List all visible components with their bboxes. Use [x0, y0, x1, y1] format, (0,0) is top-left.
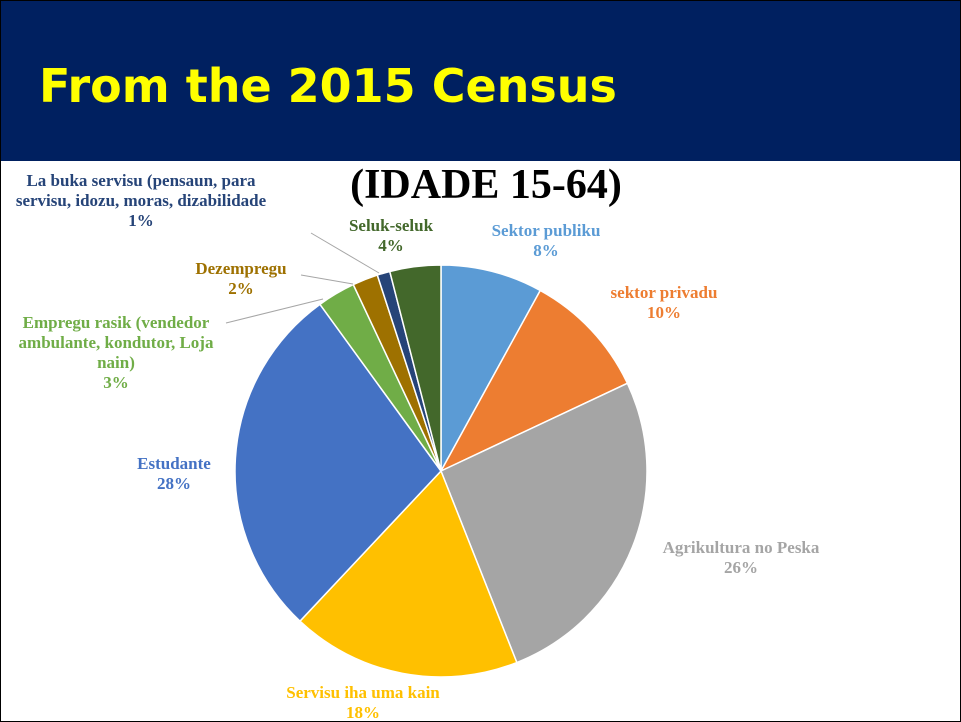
slice-name: Seluk-seluk — [348, 216, 434, 235]
slice-name: La buka servisu (pensaun, para servisu, … — [15, 171, 267, 210]
leader-line — [310, 232, 380, 274]
slice-label: Seluk-seluk 4% — [331, 216, 451, 256]
slice-label: Sektor publiku 8% — [466, 221, 626, 261]
pie-slice — [388, 264, 442, 472]
slice-name: Dezempregu — [195, 259, 287, 278]
slice-name: Agrikultura no Peska — [662, 538, 820, 557]
pie-slice — [234, 303, 442, 623]
slice-value: 26% — [724, 558, 758, 577]
slice-name: Sektor publiku — [491, 221, 601, 240]
leader-line — [300, 274, 354, 285]
slice-name: Servisu iha uma kain — [286, 683, 440, 702]
slice-value: 3% — [103, 373, 129, 392]
slice-value: 1% — [128, 211, 154, 230]
pie-slice — [440, 382, 648, 664]
chart-title: (IDADE 15-64) — [350, 162, 622, 208]
slice-label: Empregu rasik (vendedor ambulante, kondu… — [1, 313, 232, 393]
slice-value: 8% — [533, 241, 559, 260]
slice-value: 2% — [228, 279, 254, 298]
leader-line — [225, 298, 324, 324]
slice-value: 10% — [647, 303, 681, 322]
pie-slice — [439, 289, 629, 473]
slice-value: 28% — [157, 474, 191, 493]
slice-name: Empregu rasik (vendedor ambulante, kondu… — [18, 313, 214, 372]
pie-slice — [298, 469, 518, 678]
slice-label: Estudante 28% — [104, 454, 244, 494]
slice-label: Servisu iha uma kain 18% — [253, 683, 473, 722]
slice-label: La buka servisu (pensaun, para servisu, … — [6, 171, 276, 231]
slice-label: Dezempregu 2% — [171, 259, 311, 299]
header-title: From the 2015 Census — [39, 59, 617, 113]
slice-label: Agrikultura no Peska 26% — [631, 538, 851, 578]
slice-name: Estudante — [137, 454, 211, 473]
header: From the 2015 Census — [1, 1, 960, 161]
slice-value: 4% — [378, 236, 404, 255]
pie-slice — [440, 264, 542, 472]
slice-label: sektor privadu 10% — [584, 283, 744, 323]
slice-value: 18% — [346, 703, 380, 722]
slice-name: sektor privadu — [610, 283, 718, 302]
